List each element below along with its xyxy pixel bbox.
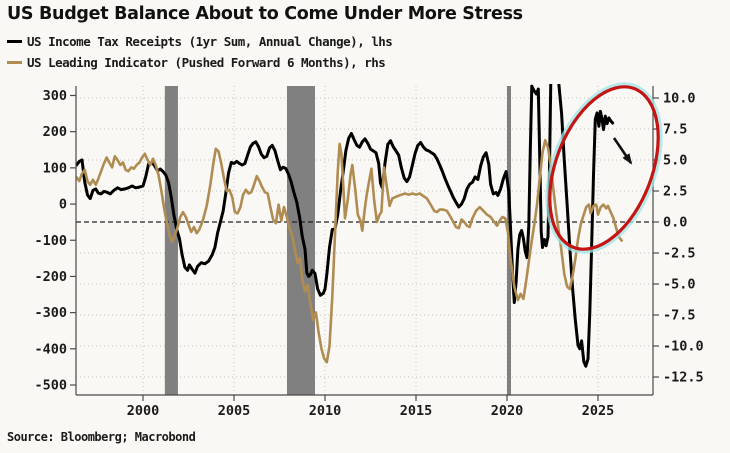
left-axis-tick-label: 200: [43, 124, 67, 140]
left-axis-tick-label: 0: [59, 197, 67, 213]
x-axis-tick-label: 2010: [309, 403, 342, 419]
source-note: Source: Bloomberg; Macrobond: [7, 430, 196, 444]
legend-item-leading-indicator: US Leading Indicator (Pushed Forward 6 M…: [7, 52, 392, 73]
right-axis-tick-label: -10.0: [663, 339, 704, 355]
left-axis-tick-label: -100: [34, 233, 67, 249]
arrow-annotation-head-icon: [622, 153, 633, 165]
legend-item-tax-receipts: US Income Tax Receipts (1yr Sum, Annual …: [7, 31, 393, 52]
series-line-leading-indicator: [76, 138, 623, 364]
left-axis-tick-label: 100: [43, 160, 67, 176]
x-axis-tick-label: 2020: [491, 403, 524, 419]
right-axis-tick-label: -5.0: [663, 277, 696, 293]
right-axis-tick-label: 10.0: [663, 91, 696, 107]
legend-label-leading-indicator: US Leading Indicator (Pushed Forward 6 M…: [27, 55, 386, 70]
recession-band: [286, 86, 315, 395]
left-axis-tick-label: -200: [34, 269, 67, 285]
right-axis-tick-label: -7.5: [663, 308, 696, 324]
right-axis-tick-label: 2.5: [663, 184, 687, 200]
right-axis-tick-label: 0.0: [663, 215, 687, 231]
left-axis-tick-label: -500: [34, 378, 67, 394]
legend-swatch-black-icon: [7, 39, 22, 44]
chart-title: US Budget Balance About to Come Under Mo…: [7, 4, 523, 24]
highlight-ellipse-annotation: [548, 85, 660, 251]
right-axis-tick-label: 5.0: [663, 153, 687, 169]
x-axis-tick-label: 2025: [582, 403, 615, 419]
legend: US Income Tax Receipts (1yr Sum, Annual …: [7, 31, 393, 73]
x-axis-tick-label: 2000: [127, 403, 160, 419]
x-axis-tick-label: 2005: [218, 403, 251, 419]
legend-label-tax-receipts: US Income Tax Receipts (1yr Sum, Annual …: [27, 34, 393, 49]
legend-swatch-tan-icon: [7, 60, 22, 65]
highlight-ellipse-glow: [545, 82, 663, 254]
right-axis-tick-label: -2.5: [663, 246, 696, 262]
left-axis-tick-label: -400: [34, 341, 67, 357]
x-axis-tick-label: 2015: [400, 403, 433, 419]
left-axis-tick-label: 300: [43, 88, 67, 104]
left-axis-tick-label: -300: [34, 305, 67, 321]
right-axis-tick-label: 7.5: [663, 122, 687, 138]
right-axis-tick-label: -12.5: [663, 370, 704, 386]
